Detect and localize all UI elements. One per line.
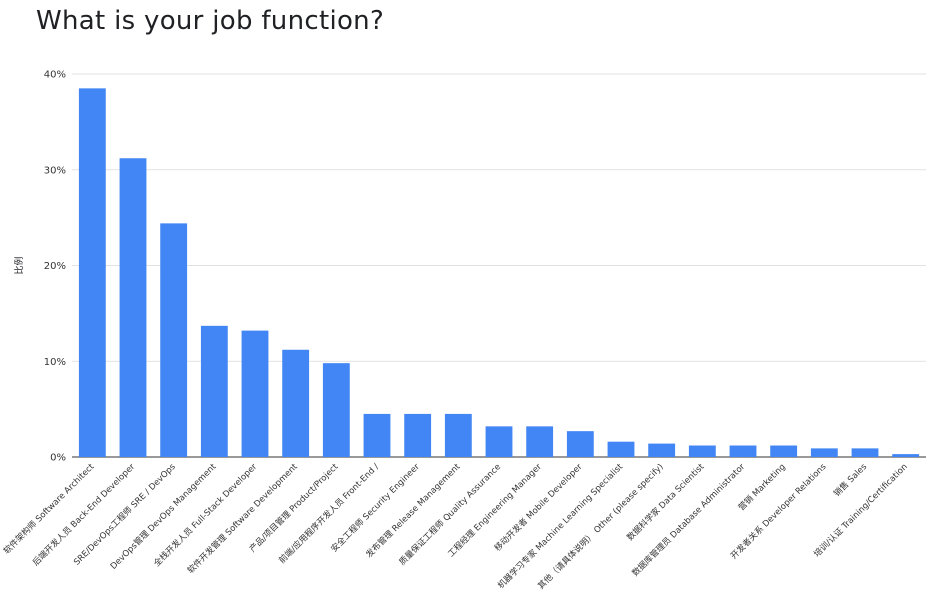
y-axis-ticks: 0% 10% 20% 30% 40% xyxy=(44,70,66,464)
bar xyxy=(770,445,798,457)
x-tick-label: 移动开发者 Mobile Developer xyxy=(492,461,585,554)
bar xyxy=(892,454,920,457)
bar xyxy=(566,431,594,457)
x-tick-label: 安全工程师 Security Engineer xyxy=(329,461,422,554)
bar xyxy=(485,426,513,457)
bar xyxy=(648,443,676,457)
y-tick-label: 40% xyxy=(44,70,66,81)
bar xyxy=(241,330,269,457)
y-tick-label: 30% xyxy=(44,165,66,176)
y-tick-label: 10% xyxy=(44,357,66,368)
gridlines xyxy=(72,73,926,458)
bar xyxy=(119,158,147,457)
y-tick-label: 0% xyxy=(50,453,66,464)
bar xyxy=(363,413,391,457)
y-axis-label: 比例 xyxy=(13,256,25,274)
bar xyxy=(322,363,350,457)
bar xyxy=(282,349,310,457)
x-tick-label: 销售 Sales xyxy=(831,461,869,499)
x-tick-label: 产品/项目管理 Product/Project xyxy=(247,461,341,555)
bar xyxy=(810,448,838,457)
y-tick-label: 20% xyxy=(44,261,66,272)
bars xyxy=(78,88,920,458)
bar xyxy=(78,88,106,458)
x-tick-label: 数据科学家 Data Scientist xyxy=(625,461,707,543)
bar xyxy=(444,413,472,457)
bar xyxy=(607,441,635,457)
bar xyxy=(526,426,554,457)
bar xyxy=(404,413,432,457)
bar xyxy=(200,325,228,457)
bar xyxy=(160,223,188,457)
chart-title: What is your job function? xyxy=(36,6,385,36)
bar xyxy=(688,445,716,457)
bar xyxy=(729,445,757,457)
bar xyxy=(851,448,879,457)
